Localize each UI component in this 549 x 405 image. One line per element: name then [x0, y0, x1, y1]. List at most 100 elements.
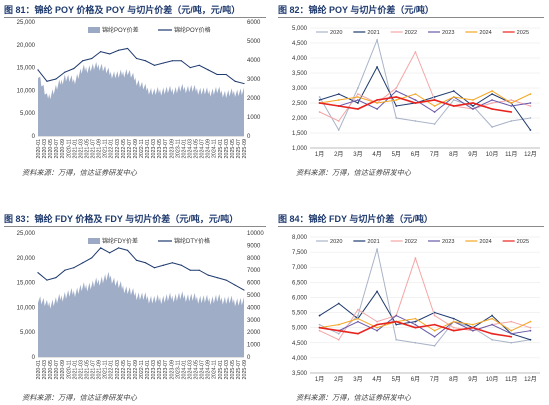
y-left-tick-label: 0: [32, 134, 36, 140]
y-tick-label: 8,000: [292, 235, 308, 241]
x-tick-label: 2021-01: [72, 360, 78, 379]
series-point: [376, 323, 378, 326]
line-series-price: [37, 47, 245, 85]
chart-panel-poy-spread-yearly: 图 82：锦纶 POY 与切片价差（元/吨） 1,000 1,500 2,000 2,…: [278, 4, 546, 180]
x-tick-label: 2024-01: [181, 139, 187, 158]
line-point: [189, 269, 191, 271]
series-point: [395, 99, 398, 101]
chart-source: 资料来源：万得，信达证券研发中心: [296, 168, 412, 177]
line-point: [100, 247, 102, 249]
series-line-2023: [319, 314, 531, 338]
series-point: [491, 332, 493, 335]
x-tick-label: 2022-05: [121, 139, 127, 158]
series-point: [395, 117, 398, 119]
series-point: [414, 326, 417, 329]
x-tick-label: 2020-07: [54, 139, 60, 158]
series-point: [433, 329, 436, 332]
line-point: [64, 71, 66, 73]
y-right-tick-label: 0: [247, 355, 251, 361]
line-point: [135, 259, 138, 261]
series-point: [357, 99, 359, 101]
line-point: [162, 264, 164, 266]
series-point: [529, 320, 532, 323]
line-point: [37, 69, 39, 71]
series-point: [510, 329, 513, 332]
line-point: [73, 67, 75, 70]
line-point: [64, 269, 66, 271]
line-point: [55, 78, 57, 80]
series-point: [529, 129, 532, 131]
series-point: [433, 344, 436, 347]
y-tick-label: 3,000: [292, 86, 308, 92]
series-point: [433, 105, 436, 107]
series-point: [318, 111, 321, 113]
x-tick-label: 2021-03: [78, 360, 84, 379]
series-point: [529, 117, 532, 119]
x-tick-label: 5月: [392, 151, 401, 158]
x-tick-label: 2024-03: [187, 139, 193, 158]
x-tick-label: 2022-03: [115, 139, 121, 158]
x-tick-label: 2023-07: [163, 360, 169, 379]
line-point: [118, 49, 120, 51]
chart-poy-price-spread: 0 5,000 10,000 15,000 20,000 25,000 0 1000 2000 3…: [17, 20, 261, 158]
chart-fdy-spread-yearly: 3,500 4,000 4,500 5,000 5,500 6,000 6,500 7,000…: [292, 235, 540, 383]
line-point: [207, 69, 209, 71]
series-point: [357, 96, 359, 98]
series-point: [510, 332, 513, 335]
y-left-tick-label: 0: [32, 355, 36, 361]
line-point: [198, 64, 200, 66]
series-point: [414, 320, 417, 323]
series-point: [529, 102, 532, 104]
x-tick-label: 2021-07: [91, 139, 97, 158]
y-tick-label: 1,000: [292, 146, 308, 152]
line-point: [46, 80, 48, 82]
series-point: [376, 320, 378, 323]
y-right-tick-label: 4000: [247, 58, 261, 64]
y-left-tick-label: 20,000: [17, 256, 36, 262]
series-point: [452, 105, 455, 107]
line-point: [162, 62, 164, 64]
legend-label: 锦纶POY价格: [174, 26, 211, 34]
y-right-tick-label: 4000: [247, 305, 261, 311]
y-left-tick-label: 10,000: [17, 305, 36, 311]
line-point: [180, 60, 182, 62]
line-point: [153, 64, 156, 66]
line-point: [55, 277, 57, 279]
chart-source: 资料来源：万得，信达证券研发中心: [22, 168, 138, 177]
line-point: [73, 267, 75, 269]
series-point: [337, 99, 340, 101]
x-tick-label: 2023-09: [169, 360, 175, 379]
x-tick-label: 2021-11: [103, 139, 109, 158]
series-point: [491, 99, 493, 101]
x-tick-label: 2020-09: [60, 139, 66, 158]
x-tick-label: 2023-03: [151, 139, 157, 158]
chart-title: 图 84：锦纶 FDY 与切片价差（元/吨）: [278, 213, 544, 227]
series-point: [395, 90, 398, 92]
legend-label: 锦纶POY价差: [102, 26, 139, 34]
series-point: [395, 96, 398, 98]
line-point: [82, 262, 84, 264]
y-right-tick-label: 2000: [247, 330, 261, 336]
series-point: [491, 126, 493, 128]
series-point: [376, 99, 378, 101]
legend-label: 2021: [367, 239, 379, 245]
x-tick-label: 2022-01: [109, 360, 115, 379]
x-tick-label: 2020-01: [36, 139, 42, 158]
x-tick-label: 2024-03: [187, 360, 193, 379]
y-tick-label: 5,500: [292, 311, 308, 317]
x-tick-label: 3月: [353, 151, 362, 158]
y-right-tick-label: 6000: [247, 281, 261, 287]
line-point: [216, 73, 218, 76]
x-tick-label: 7月: [430, 376, 439, 383]
series-point: [357, 332, 359, 335]
series-point: [318, 99, 321, 101]
series-point: [472, 102, 474, 104]
x-tick-label: 2025-03: [224, 360, 230, 379]
series-point: [376, 326, 378, 329]
series-point: [357, 320, 359, 323]
series-point: [529, 329, 532, 332]
series-point: [491, 314, 493, 317]
x-tick-label: 2020-07: [54, 360, 60, 379]
x-tick-label: 2025-03: [224, 139, 230, 158]
y-tick-label: 7,000: [292, 265, 308, 271]
